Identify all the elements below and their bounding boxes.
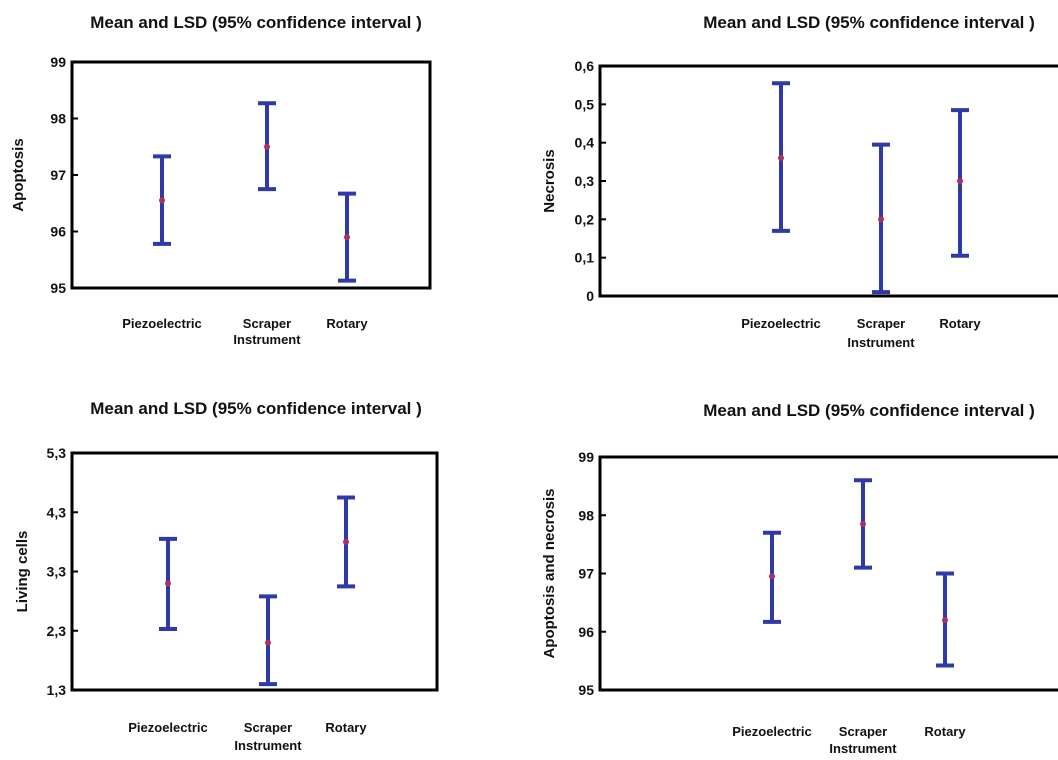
y-tick-label: 0,6 <box>575 58 595 74</box>
mean-point <box>159 197 165 204</box>
y-tick-label: 0 <box>586 288 594 304</box>
chart-living-cells: Mean and LSD (95% confidence interval ) 1… <box>0 380 529 760</box>
chart-title: Mean and LSD (95% confidence interval ) <box>703 401 1035 420</box>
chart-title: Mean and LSD (95% confidence interval ) <box>90 399 422 418</box>
y-tick-label: 0,4 <box>575 135 595 151</box>
x-axis-label: Instrument <box>847 335 915 350</box>
y-tick-label: 4,3 <box>47 504 67 520</box>
mean-point <box>265 639 271 646</box>
y-tick-label: 98 <box>578 507 594 523</box>
mean-point <box>165 580 171 587</box>
error-bar-piezoelectric <box>763 530 781 624</box>
y-tick-label: 98 <box>50 111 66 127</box>
chart-apoptosis-and-necrosis: Mean and LSD (95% confidence interval ) 9… <box>529 380 1058 760</box>
x-category-label: Piezoelectric <box>128 720 208 735</box>
x-category-label: Piezoelectric <box>741 316 821 331</box>
y-axis-label: Apoptosis <box>10 138 27 211</box>
chart-necrosis: Mean and LSD (95% confidence interval ) 0… <box>529 0 1058 380</box>
y-tick-label: 95 <box>578 682 594 698</box>
y-axis-label: Apoptosis and necrosis <box>541 488 558 658</box>
x-category-label: Scraper <box>244 720 292 735</box>
x-category-label: Rotary <box>939 316 981 331</box>
error-bar-scraper <box>872 142 890 295</box>
mean-point <box>769 573 775 580</box>
chart-svg: Mean and LSD (95% confidence interval ) 9… <box>541 401 1058 756</box>
x-category-label: Rotary <box>325 720 367 735</box>
y-axis-label: Necrosis <box>541 149 558 212</box>
y-tick-label: 1,3 <box>47 682 67 698</box>
y-tick-label: 0,3 <box>575 173 595 189</box>
mean-point <box>957 178 963 184</box>
mean-point <box>878 216 884 223</box>
y-tick-label: 97 <box>578 566 594 582</box>
chart-svg: Mean and LSD (95% confidence interval ) 0… <box>541 13 1058 350</box>
error-bar-scraper <box>259 594 277 687</box>
mean-point <box>778 155 784 161</box>
plot-frame <box>70 451 439 692</box>
y-axis-label: Living cells <box>14 531 31 613</box>
y-tick-label: 99 <box>578 449 594 465</box>
plot-frame <box>598 455 1058 692</box>
y-tick-label: 3,3 <box>47 564 67 580</box>
chart-apoptosis: Mean and LSD (95% confidence interval ) 9… <box>0 0 529 380</box>
y-tick-label: 95 <box>50 280 66 296</box>
mean-point <box>343 538 349 545</box>
error-bar-rotary <box>338 191 356 283</box>
y-tick-label: 2,3 <box>47 623 67 639</box>
error-bar-piezoelectric <box>772 81 790 233</box>
y-tick-label: 96 <box>578 624 594 640</box>
y-tick-label: 97 <box>50 167 66 183</box>
x-category-label: Scraper <box>857 316 905 331</box>
x-category-label: Scraper <box>243 316 291 331</box>
x-category-label: Rotary <box>326 316 368 331</box>
x-category-label: Piezoelectric <box>732 724 812 739</box>
chart-svg: Mean and LSD (95% confidence interval ) 9… <box>10 13 432 347</box>
plot-frame <box>70 60 432 290</box>
x-axis-label: Instrument <box>234 738 302 753</box>
error-bar-rotary <box>936 571 954 668</box>
error-bar-scraper <box>258 101 276 192</box>
mean-point <box>264 143 270 150</box>
error-bar-rotary <box>337 495 355 589</box>
error-bar-piezoelectric <box>153 154 171 246</box>
mean-point <box>344 234 350 241</box>
y-tick-label: 0,5 <box>575 96 595 112</box>
chart-svg: Mean and LSD (95% confidence interval ) 1… <box>14 399 439 753</box>
y-tick-label: 5,3 <box>47 445 67 461</box>
y-tick-label: 0,1 <box>575 250 595 266</box>
x-category-label: Piezoelectric <box>122 316 202 331</box>
x-axis-label: Instrument <box>233 332 301 347</box>
chart-title: Mean and LSD (95% confidence interval ) <box>703 13 1035 32</box>
x-category-label: Rotary <box>924 724 966 739</box>
y-tick-label: 99 <box>50 54 66 70</box>
y-tick-label: 96 <box>50 224 66 240</box>
mean-point <box>942 617 948 624</box>
mean-point <box>860 520 866 527</box>
plot-frame <box>598 64 1058 298</box>
error-bar-piezoelectric <box>159 536 177 631</box>
x-axis-label: Instrument <box>829 741 897 756</box>
y-tick-label: 0,2 <box>575 211 595 227</box>
x-category-label: Scraper <box>839 724 887 739</box>
chart-title: Mean and LSD (95% confidence interval ) <box>90 13 422 32</box>
error-bar-scraper <box>854 478 872 570</box>
error-bar-rotary <box>951 108 969 258</box>
